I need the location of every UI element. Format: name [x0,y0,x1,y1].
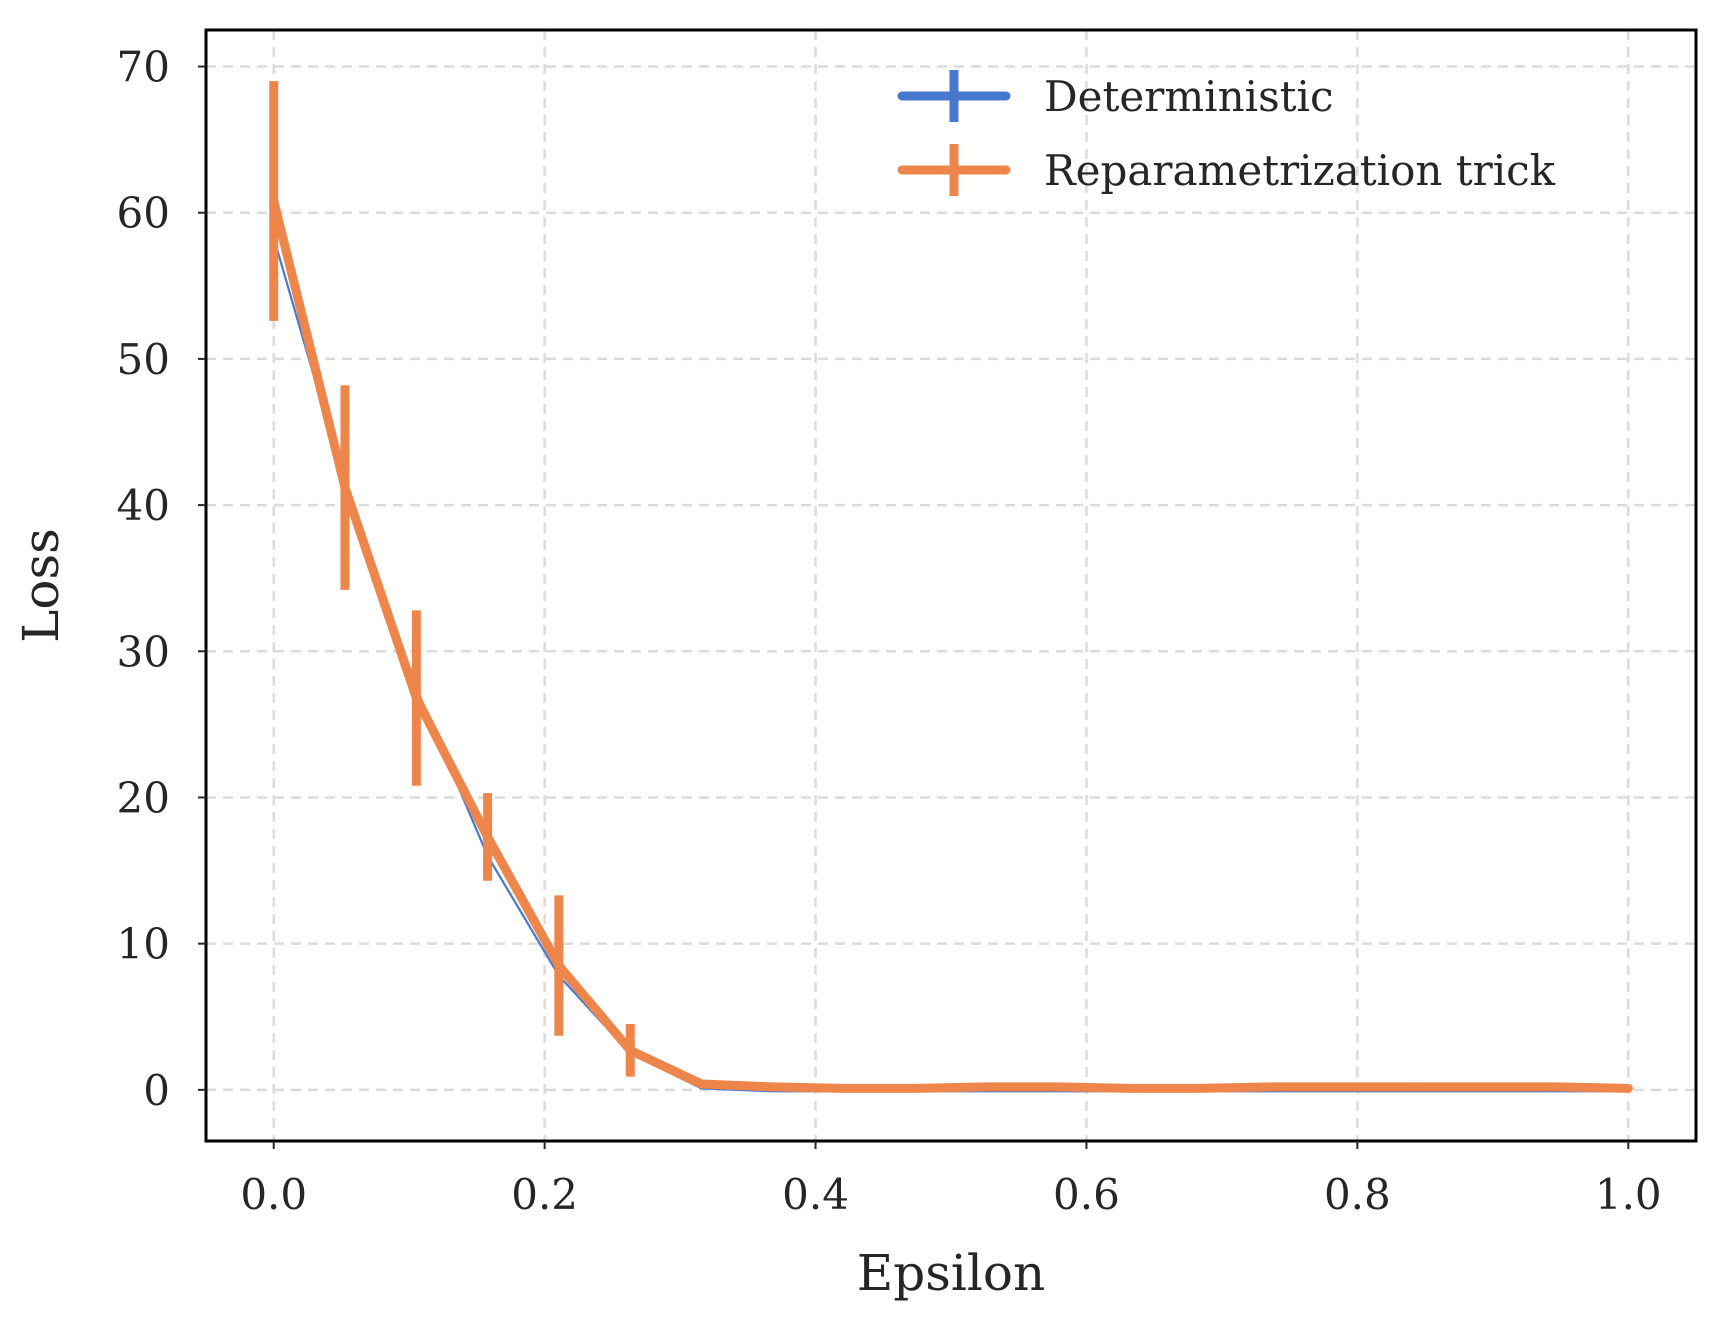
y-tick-label: 10 [117,920,170,969]
x-tick-label: 0.0 [240,1170,307,1219]
y-tick-label: 60 [117,189,170,238]
y-tick-label: 70 [117,43,170,92]
legend-entry: Deterministic [897,70,1333,122]
x-tick-label: 1.0 [1595,1170,1662,1219]
series-line [269,196,1633,1093]
series-layer [269,81,1633,1093]
x-tick-label: 0.8 [1324,1170,1391,1219]
plot-frame [204,28,1698,1143]
x-axis: 0.0 0.2 0.4 0.6 0.8 1.0 [240,1141,1662,1219]
y-tick-label: 30 [117,627,170,676]
y-tick-label: 50 [117,335,170,384]
y-axis-label: Loss [12,528,70,643]
legend-entry: Reparametrization trick [897,144,1556,196]
x-tick-label: 0.6 [1053,1170,1120,1219]
y-tick-label: 20 [117,773,170,822]
legend-label: Reparametrization trick [1044,146,1556,195]
y-tick-label: 0 [143,1066,170,1115]
y-tick-label: 40 [117,481,170,530]
x-axis-label: Epsilon [857,1244,1045,1302]
legend-label: Deterministic [1044,72,1333,121]
x-tick-label: 0.4 [782,1170,849,1219]
y-axis: 0 10 20 30 40 50 60 70 [117,43,206,1115]
x-tick-label: 0.2 [511,1170,578,1219]
series-reparametrization-trick [269,81,1633,1093]
legend: Deterministic Reparametrization trick [897,70,1556,196]
